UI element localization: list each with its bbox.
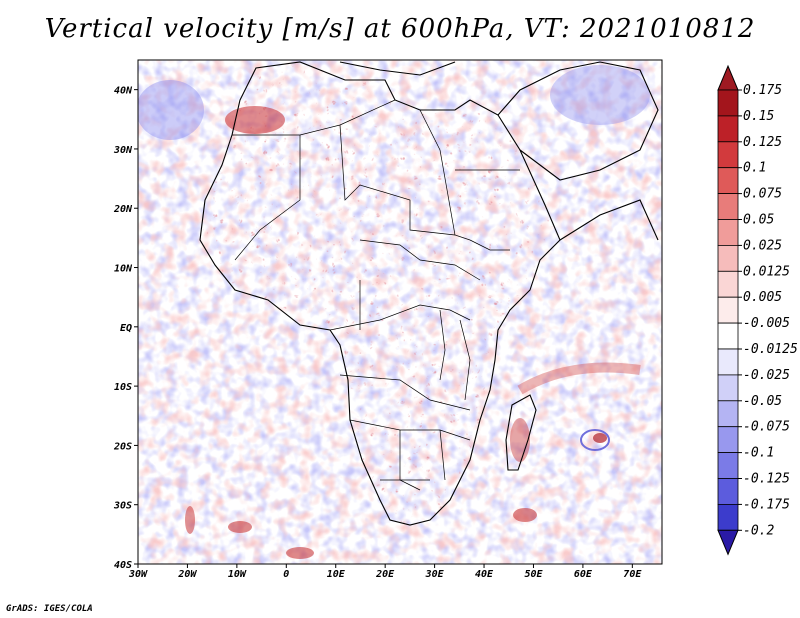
colorbar-label: 0.15 — [743, 109, 774, 124]
madagascar-outline — [505, 394, 537, 471]
lat-tick-label: 30N — [113, 145, 133, 156]
lat-tick-label: 30S — [113, 501, 132, 512]
colorbar-segment — [717, 322, 739, 350]
colorbar-segment — [717, 374, 739, 402]
lat-tick-label: 40N — [114, 86, 133, 97]
colorbar-label: 0.1 — [743, 161, 766, 176]
lon-tick-label: 40E — [475, 569, 494, 580]
colorbar-segment — [717, 89, 739, 117]
colorbar-label: 0.005 — [743, 290, 782, 305]
arabia-subsidence-feature — [550, 65, 650, 125]
colorbar-segment — [717, 400, 739, 428]
lon-tick-label: 70E — [623, 569, 642, 580]
lon-tick-label: 30W — [128, 569, 148, 580]
latitude-axis: 40N 30N 20N 10N EQ 10S 20S 30S 40S — [113, 86, 138, 571]
longitude-axis: 30W 20W 10W 0 10E 20E 30E 40E 50E 60E 70E — [128, 564, 642, 580]
lon-tick-label: 10E — [327, 569, 346, 580]
cyclone-feature — [580, 429, 610, 451]
lat-tick-label: 20N — [113, 204, 133, 215]
lat-tick-label: EQ — [120, 323, 132, 334]
colorbar-label: 0.05 — [743, 213, 774, 228]
colorbar-label: -0.125 — [743, 472, 790, 487]
lon-tick-label: 0 — [283, 569, 289, 580]
lon-tick-label: 50E — [524, 569, 543, 580]
colorbar-segment — [717, 141, 739, 169]
colorbar-label: -0.005 — [743, 316, 790, 331]
colorbar-label: 0.125 — [743, 135, 782, 150]
lon-tick-label: 20W — [177, 569, 197, 580]
colorbar-label: -0.05 — [743, 394, 782, 409]
lon-tick-label: 30E — [425, 569, 445, 580]
atlas-uplift-feature — [225, 106, 285, 134]
colorbar-segment — [717, 478, 739, 505]
colorbar-label: 0.0125 — [743, 264, 790, 279]
colorbar-segment — [717, 167, 739, 194]
map-frame — [137, 59, 663, 565]
colorbar-max-arrow — [717, 64, 739, 91]
lat-tick-label: 20S — [113, 441, 132, 452]
lon-tick-label: 60E — [574, 569, 593, 580]
colorbar-segment — [717, 193, 739, 220]
colorbar-segment — [717, 426, 739, 454]
map-title: Vertical velocity [m/s] at 600hPa, VT: 2… — [44, 14, 756, 44]
colorbar-segment — [717, 115, 739, 143]
colorbar-label: 0.025 — [743, 238, 782, 253]
colorbar-label: -0.175 — [743, 497, 790, 512]
colorbar-segment — [717, 219, 739, 246]
lon-tick-label: 20E — [375, 569, 395, 580]
atlantic-subsidence-feature — [138, 80, 204, 140]
colorbar-segment — [717, 452, 739, 479]
lat-tick-label: 40S — [114, 560, 132, 571]
lat-tick-label: 10S — [114, 382, 132, 393]
colorbar-label: 0.175 — [743, 83, 782, 98]
colorbar-label: -0.025 — [743, 368, 790, 383]
colorbar-label: -0.075 — [743, 420, 790, 435]
colorbar-segment — [717, 348, 739, 376]
country-borders — [232, 99, 520, 491]
colorbar-label: -0.0125 — [743, 342, 798, 357]
coastlines — [199, 61, 659, 526]
colorbar-min-arrow — [717, 529, 739, 556]
colorbar-segment — [717, 244, 739, 272]
lat-tick-label: 10N — [114, 264, 133, 275]
credit-text: GrADS: IGES/COLA — [6, 604, 93, 614]
colorbar-segment — [717, 503, 739, 531]
colorbar: 0.175 0.15 0.125 0.1 0.075 0.05 0.025 0.0125 0.0… — [717, 64, 798, 556]
colorbar-label: -0.2 — [743, 523, 774, 538]
lon-tick-label: 10W — [228, 569, 247, 580]
colorbar-segment — [717, 270, 739, 298]
colorbar-label: 0.075 — [743, 187, 782, 202]
map-plot-area — [138, 60, 662, 564]
colorbar-label: -0.1 — [743, 446, 774, 461]
colorbar-segment — [717, 296, 739, 324]
